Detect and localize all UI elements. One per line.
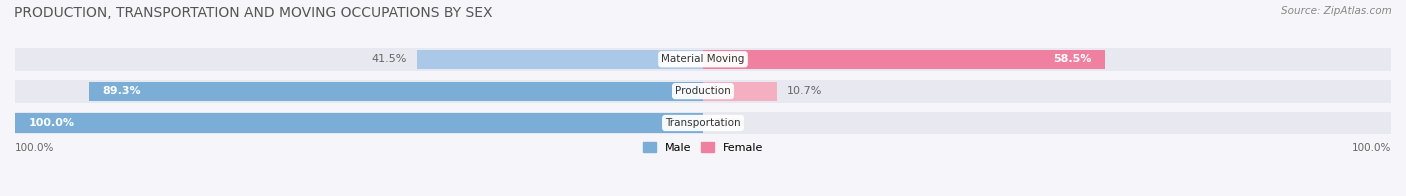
Text: 41.5%: 41.5% [371,54,408,64]
Text: PRODUCTION, TRANSPORTATION AND MOVING OCCUPATIONS BY SEX: PRODUCTION, TRANSPORTATION AND MOVING OC… [14,6,492,20]
Bar [15,113,703,132]
Text: 100.0%: 100.0% [1351,143,1391,153]
Text: Material Moving: Material Moving [661,54,745,64]
Bar [703,112,1391,134]
Text: 89.3%: 89.3% [103,86,141,96]
Legend: Male, Female: Male, Female [638,137,768,157]
Text: 10.7%: 10.7% [787,86,823,96]
Text: 100.0%: 100.0% [15,143,55,153]
Bar [703,48,1391,71]
Text: Transportation: Transportation [665,118,741,128]
Bar [15,48,703,71]
Text: Source: ZipAtlas.com: Source: ZipAtlas.com [1281,6,1392,16]
Bar [89,82,703,101]
Bar [703,50,1105,69]
Text: 100.0%: 100.0% [28,118,75,128]
Text: Production: Production [675,86,731,96]
Bar [15,80,703,103]
Bar [703,82,776,101]
Text: 58.5%: 58.5% [1053,54,1091,64]
Text: 0.0%: 0.0% [713,118,741,128]
Bar [15,112,703,134]
Bar [703,80,1391,103]
Bar [418,50,703,69]
